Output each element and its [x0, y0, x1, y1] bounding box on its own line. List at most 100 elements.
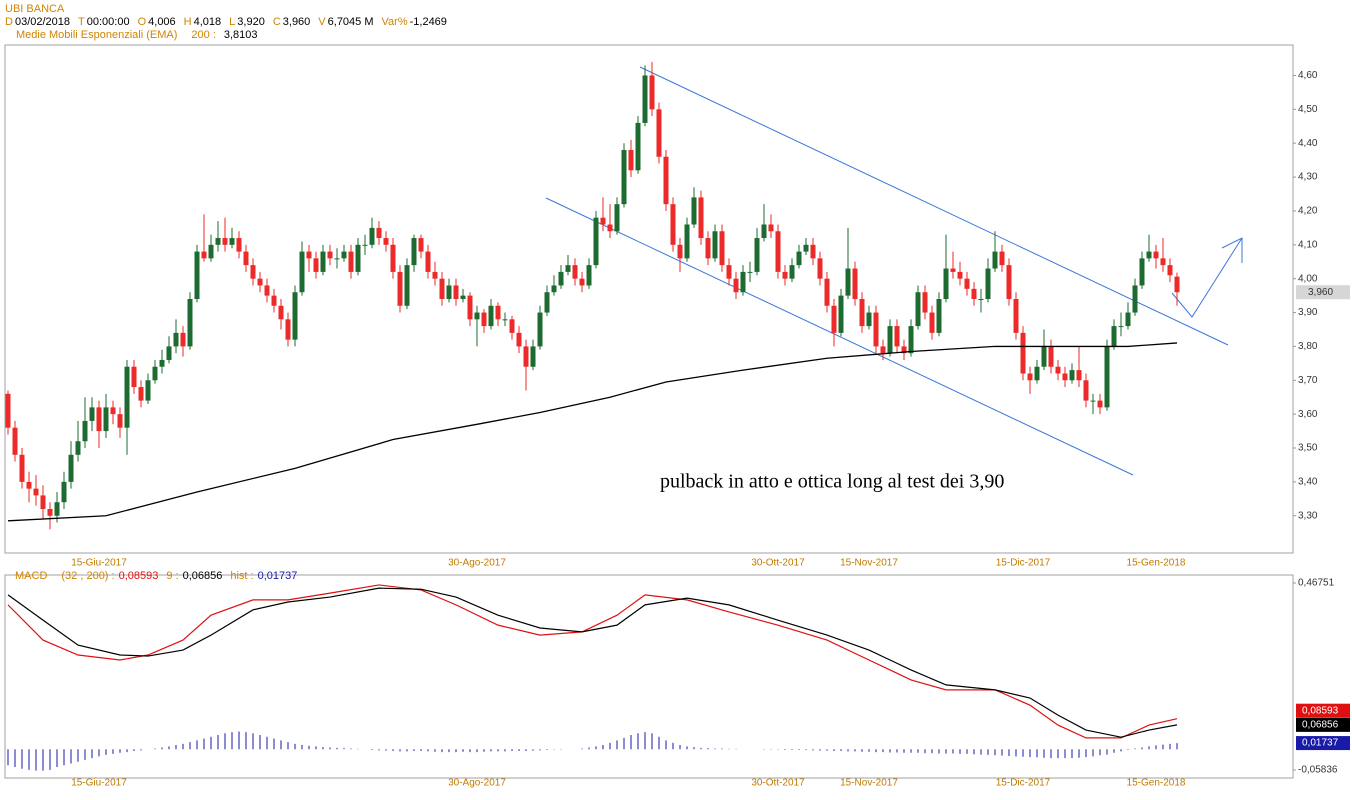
candle-body: [551, 285, 557, 293]
candle-body: [180, 332, 186, 347]
macd-title: MACD: [15, 570, 47, 582]
value-box-label: 0,06856: [1302, 720, 1339, 731]
info-value: -1,2469: [410, 16, 447, 28]
candle-body: [404, 265, 410, 306]
macd-line: [7, 587, 1178, 738]
candle-body: [1048, 346, 1054, 367]
candle-body: [537, 312, 543, 347]
candle-body: [789, 265, 795, 279]
candle-body: [1132, 285, 1138, 313]
candle-body: [376, 227, 382, 239]
trend-line-upper: [639, 66, 1229, 346]
candle-body: [712, 231, 718, 259]
ema-name: Medie Mobili Esponenziali (EMA): [16, 29, 177, 41]
candle-body: [502, 319, 508, 321]
candle-body: [264, 285, 270, 296]
candle-body: [544, 292, 550, 313]
candle-body: [516, 332, 522, 347]
y-tick-label: -0,05836: [1298, 765, 1338, 776]
x-tick-label: 15-Nov-2017: [840, 778, 898, 789]
candle-body: [845, 268, 851, 296]
candle-body: [915, 292, 921, 327]
value-box-label: 0,08593: [1302, 705, 1339, 716]
candle-body: [880, 346, 886, 354]
candle-body: [761, 224, 767, 239]
candle-body: [1034, 366, 1040, 381]
candle-body: [362, 244, 368, 246]
candle-body: [1111, 326, 1117, 347]
x-tick-label: 30-Ago-2017: [448, 778, 506, 789]
candle-body: [628, 149, 634, 171]
candle-body: [999, 251, 1005, 266]
info-key: V: [318, 16, 326, 28]
y-tick-label: 3,60: [1298, 409, 1318, 420]
candle-body: [1027, 373, 1033, 381]
candle-body: [439, 278, 445, 299]
candle-body: [243, 251, 249, 266]
ema-last: 3,8103: [224, 29, 258, 41]
candle-body: [54, 502, 60, 516]
info-key: T: [78, 16, 85, 28]
candle-body: [1006, 265, 1012, 299]
info-key: O: [138, 16, 147, 28]
y-tick-label: 3,50: [1298, 443, 1318, 454]
candle-body: [152, 366, 158, 381]
x-tick-label: 15-Giu-2017: [71, 778, 127, 789]
info-key: Var%: [382, 16, 408, 28]
y-tick-label: 4,10: [1298, 239, 1318, 250]
candle-body: [271, 295, 277, 306]
candle-body: [166, 346, 172, 360]
candle-body: [467, 295, 473, 320]
candle-body: [1104, 346, 1110, 408]
x-tick-label: 15-Dic-2017: [996, 558, 1051, 569]
candle-body: [173, 332, 179, 347]
candle-body: [187, 299, 193, 347]
candle-body: [159, 359, 165, 367]
candle-body: [138, 387, 144, 401]
info-key: L: [229, 16, 235, 28]
candle-body: [901, 346, 907, 354]
candle-body: [82, 420, 88, 442]
candle-body: [922, 292, 928, 313]
candle-body: [47, 508, 53, 516]
forecast-arrow: [1171, 237, 1243, 318]
candle-body: [719, 231, 725, 266]
candle-body: [621, 149, 627, 205]
info-value: 4,018: [194, 16, 222, 28]
candle-body: [523, 346, 529, 367]
x-tick-label: 15-Dic-2017: [996, 778, 1051, 789]
candle-body: [663, 156, 669, 205]
y-tick-label: 4,60: [1298, 70, 1318, 81]
series-name: 9 :: [166, 570, 178, 582]
candle-body: [691, 197, 697, 225]
candle-body: [19, 454, 25, 482]
macd-panel: [4, 574, 1294, 779]
candle-body: [495, 305, 501, 320]
candle-body: [677, 244, 683, 259]
x-tick-label: 15-Giu-2017: [71, 558, 127, 569]
info-value: 00:00:00: [87, 16, 130, 28]
candle-body: [110, 407, 116, 415]
candle-body: [1118, 326, 1124, 328]
candle-body: [145, 380, 151, 401]
candle-body: [320, 251, 326, 272]
candle-body: [957, 271, 963, 279]
candle-body: [971, 288, 977, 299]
candle-body: [1167, 265, 1173, 276]
info-value: 3,920: [237, 16, 265, 28]
candle-body: [460, 295, 466, 299]
candle-body: [1083, 380, 1089, 401]
candle-body: [341, 251, 347, 259]
candle-body: [12, 427, 18, 455]
candle-body: [369, 227, 375, 245]
candle-body: [383, 238, 389, 245]
candle-body: [859, 299, 865, 327]
ema-legend: Medie Mobili Esponenziali (EMA) 200 : 3,81…: [16, 29, 258, 41]
candle-body: [586, 265, 592, 286]
hist-name: hist :: [230, 570, 253, 582]
candle-body: [796, 251, 802, 266]
candle-body: [824, 278, 830, 306]
value-box: [1296, 717, 1350, 732]
y-tick-label: 4,30: [1298, 172, 1318, 183]
